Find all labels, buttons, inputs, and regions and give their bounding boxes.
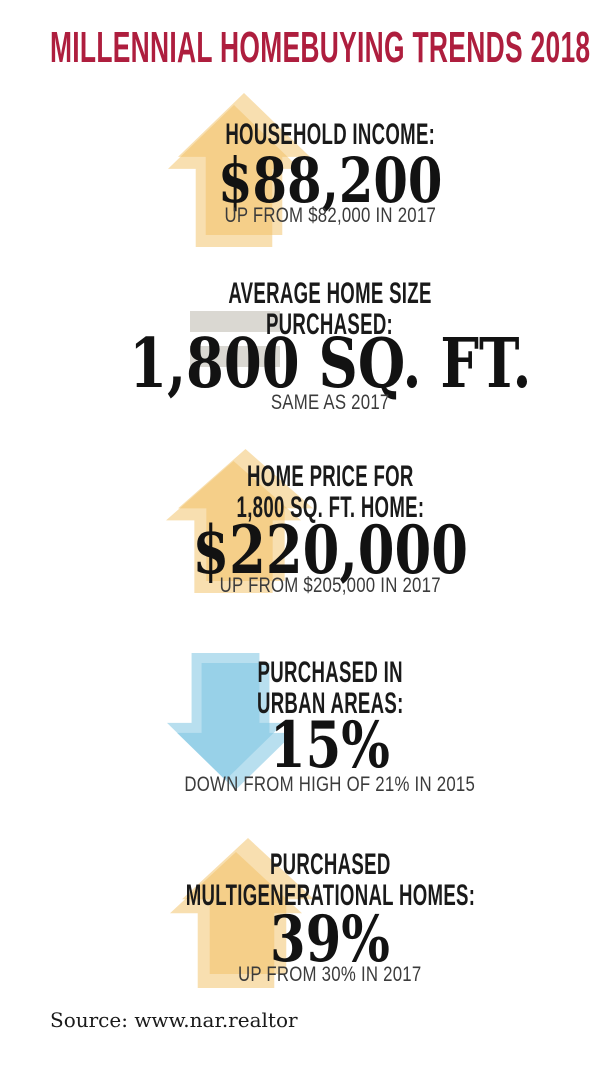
stat-note-urban-areas: DOWN FROM HIGH OF 21% IN 2015 — [184, 773, 476, 796]
page-title: MILLENNIAL HOMEBUYING TRENDS 2018 — [50, 26, 600, 70]
up-arrow-icon — [168, 93, 310, 247]
stat-value-home-price: $220,000 — [192, 511, 468, 589]
stat-label-home-price: HOME PRICE FOR 1,800 SQ. FT. HOME: — [236, 460, 424, 524]
down-arrow-icon — [167, 653, 294, 790]
stat-value-home-size: 1,800 SQ. FT. — [128, 324, 532, 404]
equals-bar-bottom — [190, 346, 280, 367]
stat-label-household-income: HOUSEHOLD INCOME: — [225, 118, 435, 151]
up-arrow-icon — [166, 449, 313, 593]
stat-label-multigenerational: PURCHASED MULTIGENERATIONAL HOMES: — [185, 848, 475, 912]
stat-label-home-size: AVERAGE HOME SIZE PURCHASED: — [228, 277, 432, 341]
equals-icon — [190, 311, 280, 367]
stat-value-urban-areas: 15% — [270, 708, 390, 783]
equals-bar-top — [190, 311, 280, 332]
page-title-text: MILLENNIAL HOMEBUYING TRENDS 2018 — [50, 23, 591, 72]
up-arrow-icon — [170, 838, 314, 988]
stat-note-home-size: SAME AS 2017 — [270, 391, 390, 414]
stat-note-home-price: UP FROM $205,000 IN 2017 — [219, 574, 441, 597]
source-text: Source: www.nar.realtor — [50, 1008, 298, 1032]
stat-note-multigenerational: UP FROM 30% IN 2017 — [238, 963, 422, 986]
stat-value-multigenerational: 39% — [270, 902, 390, 977]
stat-value-household-income: $88,200 — [217, 144, 443, 217]
stat-label-urban-areas: PURCHASED IN URBAN AREAS: — [256, 656, 404, 720]
stat-note-household-income: UP FROM $82,000 IN 2017 — [224, 204, 436, 227]
